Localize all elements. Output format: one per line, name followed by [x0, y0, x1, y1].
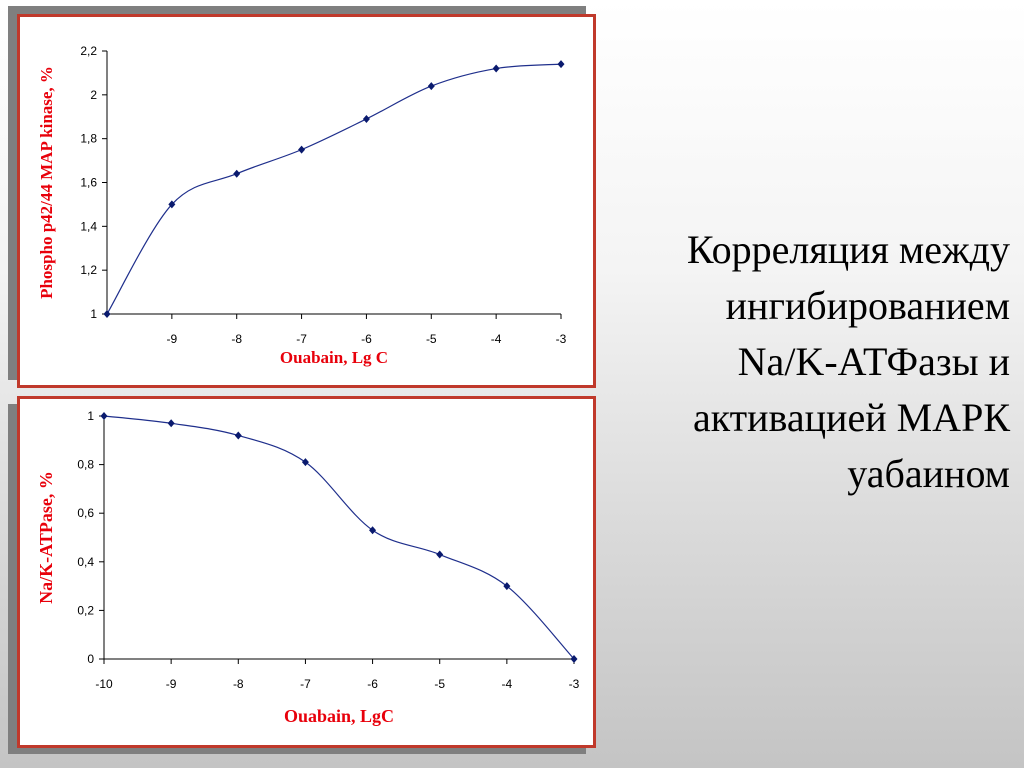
chart-2-panel: 0 0,2 0,4 0,6 0,8 1 -10 -9 -8 -7 -6 -5 -4 -3 Ouabain, … [17, 396, 596, 748]
data-point [167, 419, 175, 428]
caption-line-2: ингибированием [725, 283, 1010, 328]
x-axis-title: Ouabain, LgC [284, 706, 394, 726]
chart-1-svg: 1 1,2 1,4 1,6 1,8 2 2,2 -9 -8 -7 -6 -5 -4 -3 Ouabain, … [37, 44, 567, 367]
y-tick-label: 0,4 [77, 555, 94, 569]
y-tick-label: 1,4 [80, 219, 97, 233]
y-tick-label: 2 [90, 88, 97, 102]
x-tick-label: -3 [569, 677, 580, 691]
caption-line-1: Корреляция между [686, 227, 1010, 272]
data-point [233, 169, 241, 178]
data-point [503, 582, 511, 591]
x-tick-label: -9 [166, 677, 177, 691]
chart-2-svg: 0 0,2 0,4 0,6 0,8 1 -10 -9 -8 -7 -6 -5 -4 -3 Ouabain, … [36, 409, 580, 726]
data-point [436, 550, 444, 559]
data-point [557, 60, 565, 69]
series-line [106, 63, 562, 315]
x-tick-label: -6 [361, 332, 372, 346]
data-point [492, 64, 500, 73]
x-axis-title: Ouabain, Lg C [280, 348, 388, 367]
y-axis-title: Na/K-ATPase, % [36, 471, 56, 604]
x-tick-label: -3 [556, 332, 567, 346]
x-tick-label: -5 [434, 677, 445, 691]
caption-line-4: активацией МАРК [692, 395, 1010, 440]
y-tick-label: 0 [87, 652, 94, 666]
series-line [103, 415, 575, 660]
y-tick-label: 1,8 [80, 132, 97, 146]
data-point [298, 145, 306, 154]
x-tick-label: -10 [95, 677, 113, 691]
y-tick-label: 1 [87, 409, 94, 423]
x-tick-label: -6 [367, 677, 378, 691]
data-point [301, 458, 309, 467]
caption-line-5: уабаином [847, 451, 1010, 496]
x-tick-label: -9 [167, 332, 178, 346]
x-tick-label: -7 [300, 677, 311, 691]
x-tick-label: -7 [296, 332, 307, 346]
y-tick-label: 1,2 [80, 263, 97, 277]
data-point [100, 412, 108, 420]
data-point [427, 82, 435, 91]
x-tick-label: -8 [231, 332, 242, 346]
y-tick-label: 0,2 [77, 603, 94, 617]
x-tick-label: -5 [426, 332, 437, 346]
y-tick-label: 0,8 [77, 458, 94, 472]
y-tick-label: 1,6 [80, 176, 97, 190]
data-point [369, 526, 377, 535]
chart-1-panel: 1 1,2 1,4 1,6 1,8 2 2,2 -9 -8 -7 -6 -5 -4 -3 Ouabain, … [17, 14, 596, 388]
slide-caption: Корреляция между ингибированием Na/K-АТФ… [590, 222, 1010, 502]
y-tick-label: 1 [90, 307, 97, 321]
y-tick-label: 0,6 [77, 506, 94, 520]
y-axis-title: Phospho p42/44 MAP kinase, % [37, 66, 56, 299]
caption-line-3: Na/K-АТФазы и [737, 339, 1010, 384]
x-tick-label: -4 [502, 677, 513, 691]
data-point [234, 431, 242, 440]
data-point [168, 200, 176, 209]
data-point [362, 114, 370, 123]
data-point [570, 655, 578, 663]
x-tick-label: -8 [233, 677, 244, 691]
data-point [103, 310, 111, 318]
x-tick-label: -4 [491, 332, 502, 346]
y-tick-label: 2,2 [80, 44, 97, 58]
